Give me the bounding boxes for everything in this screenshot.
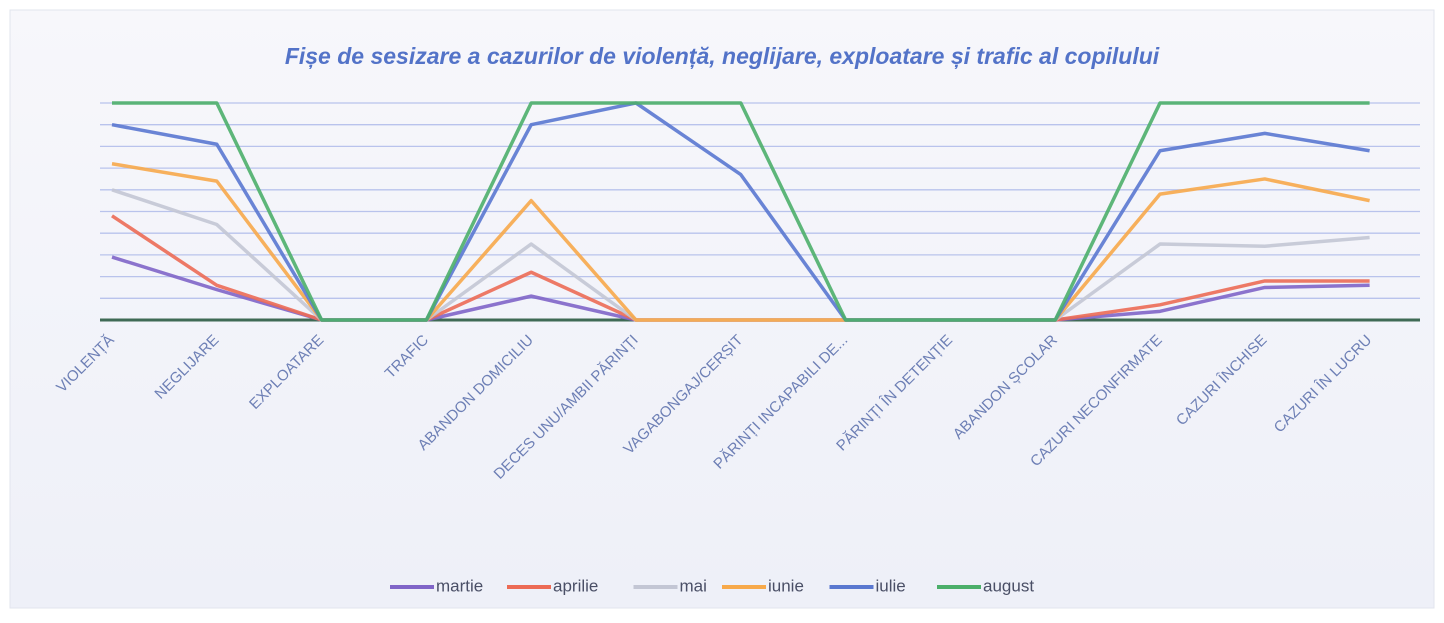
legend-label: iulie	[876, 576, 906, 595]
legend-label: aprilie	[553, 576, 598, 595]
legend-label: mai	[680, 576, 707, 595]
legend-label: martie	[436, 576, 483, 595]
legend-label: iunie	[768, 576, 804, 595]
chart-background	[9, 9, 1435, 609]
legend-label: august	[983, 576, 1034, 595]
chart-title: Fișe de sesizare a cazurilor de violență…	[285, 43, 1160, 69]
series-line	[112, 101, 1370, 322]
